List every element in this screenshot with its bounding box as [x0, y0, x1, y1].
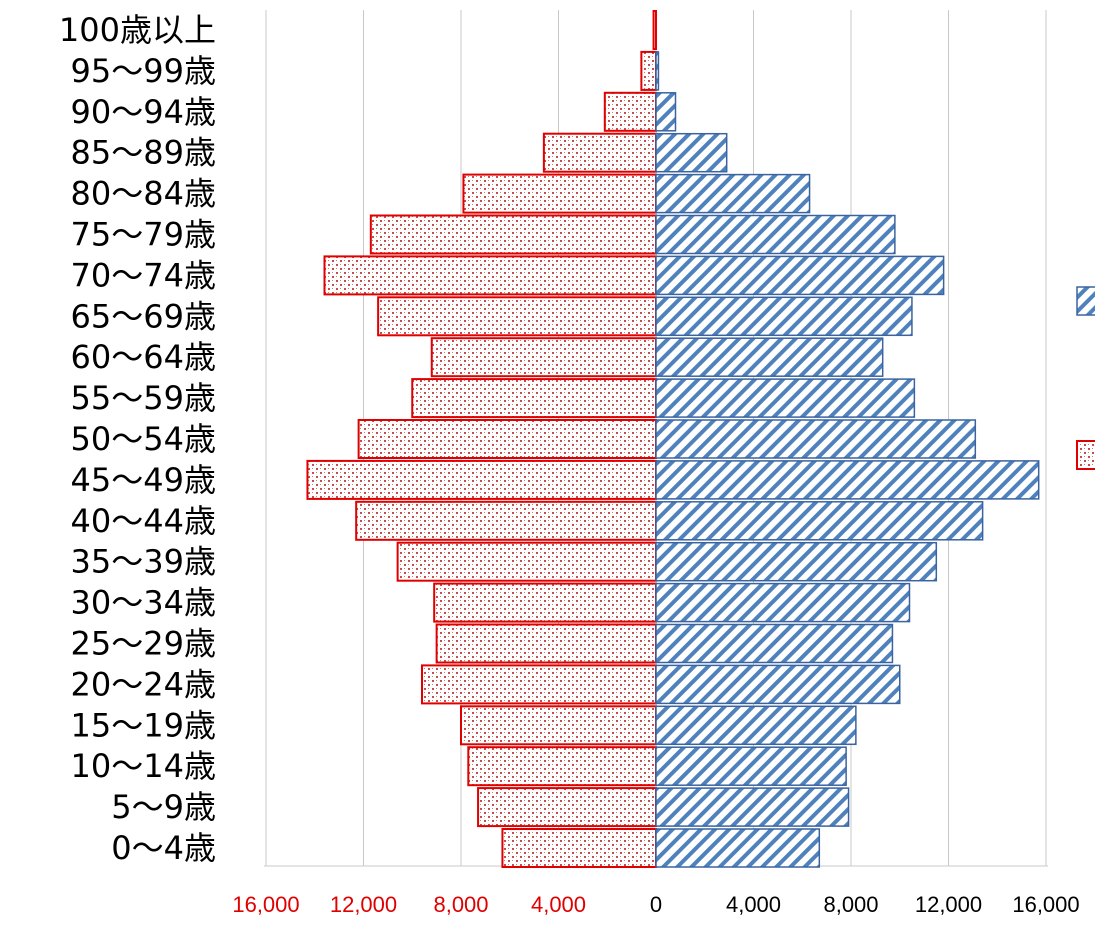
bar-left: [377, 296, 657, 337]
bar-right: [655, 92, 677, 132]
category-label: 100歳以上: [59, 11, 216, 49]
bar-right: [655, 828, 821, 868]
bar-left: [640, 50, 657, 91]
bar-right: [655, 337, 884, 377]
bar-right: [655, 255, 945, 296]
bar-left: [306, 459, 657, 500]
category-label: 25〜29歳: [71, 625, 216, 663]
bar-left: [357, 419, 657, 459]
x-tick-label-right: 16,000: [1012, 892, 1079, 917]
left-series-bars: [306, 10, 657, 868]
category-label: 0〜4歳: [111, 829, 216, 867]
bar-right: [655, 132, 728, 173]
category-label: 20〜24歳: [71, 665, 216, 703]
bar-left: [501, 828, 657, 868]
category-label: 5〜9歳: [111, 788, 216, 826]
category-label: 40〜44歳: [71, 502, 216, 540]
category-label: 55〜59歳: [71, 379, 216, 417]
x-tick-label-right: 8,000: [823, 892, 878, 917]
x-tick-label-zero: 0: [650, 892, 662, 917]
bar-left: [460, 705, 657, 746]
bar-left: [369, 214, 657, 255]
bar-left: [435, 623, 657, 664]
x-axis-tick-labels: 16,000 12,000 8,000 4,000 0 4,000 8,000 12,000 1…: [232, 892, 1079, 917]
x-tick-label-left: 12,000: [330, 892, 397, 917]
right-series-bars: [655, 51, 1040, 868]
x-tick-label-right: 12,000: [915, 892, 982, 917]
bar-left: [396, 541, 657, 582]
bar-left: [603, 91, 657, 132]
bar-right: [655, 623, 894, 664]
bar-right: [655, 705, 857, 746]
bar-left: [477, 787, 657, 828]
x-tick-label-left: 8,000: [433, 892, 488, 917]
bar-right: [655, 51, 660, 91]
category-label: 60〜64歳: [71, 338, 216, 376]
bar-left: [652, 10, 657, 50]
category-label: 35〜39歳: [71, 543, 216, 581]
bar-left: [411, 378, 657, 419]
category-label: 95〜99歳: [71, 52, 216, 90]
bar-right: [655, 296, 913, 337]
bar-right: [655, 787, 850, 827]
bar-left: [467, 746, 657, 787]
category-label: 15〜19歳: [71, 706, 216, 744]
legend: [1076, 286, 1095, 470]
category-label: 50〜54歳: [71, 420, 216, 458]
category-label: 10〜14歳: [71, 747, 216, 785]
bar-right: [655, 173, 811, 214]
category-label: 75〜79歳: [71, 216, 216, 254]
bar-right: [655, 541, 938, 582]
category-label: 65〜69歳: [71, 297, 216, 335]
legend-swatch-right-series: [1076, 286, 1095, 316]
category-label: 85〜89歳: [71, 134, 216, 172]
bar-right: [655, 419, 977, 459]
x-tick-label-right: 4,000: [726, 892, 781, 917]
bar-right: [655, 664, 901, 705]
bar-left: [323, 255, 657, 296]
bar-right: [655, 378, 916, 418]
bar-left: [462, 173, 657, 214]
category-label: 70〜74歳: [71, 256, 216, 294]
category-label: 30〜34歳: [71, 584, 216, 622]
bar-left: [430, 337, 657, 378]
bar-right: [655, 501, 984, 541]
bar-right: [655, 214, 896, 255]
category-label: 80〜84歳: [71, 175, 216, 213]
bar-left: [355, 500, 657, 541]
bar-right: [655, 582, 911, 623]
bar-right: [655, 460, 1040, 500]
category-labels: 100歳以上95〜99歳90〜94歳85〜89歳80〜84歳75〜79歳70〜7…: [59, 11, 216, 867]
bar-left: [542, 132, 657, 173]
x-tick-label-left: 16,000: [232, 892, 299, 917]
bar-left: [421, 664, 657, 705]
bar-right: [655, 746, 847, 786]
legend-swatch-left-series: [1076, 440, 1095, 470]
bar-left: [433, 582, 657, 623]
category-label: 90〜94歳: [71, 93, 216, 131]
category-label: 45〜49歳: [71, 461, 216, 499]
x-tick-label-left: 4,000: [531, 892, 586, 917]
